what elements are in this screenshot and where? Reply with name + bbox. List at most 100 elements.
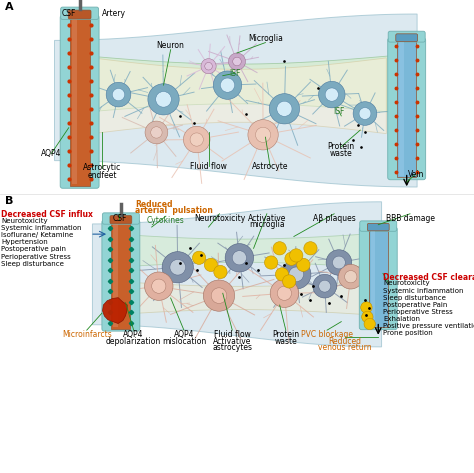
Circle shape bbox=[152, 279, 166, 293]
Circle shape bbox=[190, 133, 203, 146]
Polygon shape bbox=[83, 56, 393, 113]
Text: waste: waste bbox=[274, 337, 297, 346]
FancyBboxPatch shape bbox=[367, 223, 389, 231]
Text: Vein: Vein bbox=[408, 169, 424, 179]
Text: Prone position: Prone position bbox=[383, 330, 433, 336]
Text: Postoperative Pain: Postoperative Pain bbox=[383, 302, 447, 308]
Text: ISF: ISF bbox=[229, 69, 240, 78]
Text: Microinfarcts: Microinfarcts bbox=[62, 330, 111, 339]
Bar bbox=[111, 222, 130, 329]
Circle shape bbox=[183, 126, 210, 153]
Text: Isoflurane/ Ketamine: Isoflurane/ Ketamine bbox=[1, 232, 73, 238]
Text: Perioperative Stress: Perioperative Stress bbox=[1, 254, 71, 260]
Text: Microglia: Microglia bbox=[248, 34, 283, 43]
Text: Protein: Protein bbox=[272, 330, 300, 339]
Text: arterial  pulsation: arterial pulsation bbox=[135, 206, 213, 215]
Circle shape bbox=[325, 88, 338, 101]
Circle shape bbox=[277, 286, 292, 300]
Circle shape bbox=[155, 91, 172, 107]
Circle shape bbox=[112, 88, 125, 101]
Text: venous return: venous return bbox=[318, 343, 372, 352]
Bar bbox=[113, 224, 118, 327]
FancyBboxPatch shape bbox=[102, 220, 140, 331]
Circle shape bbox=[283, 275, 296, 288]
Text: AQP4: AQP4 bbox=[173, 330, 194, 339]
Circle shape bbox=[205, 62, 212, 70]
Text: Sleep disturbance: Sleep disturbance bbox=[1, 261, 64, 267]
Circle shape bbox=[225, 244, 254, 272]
Text: Fluid flow: Fluid flow bbox=[214, 330, 251, 339]
Circle shape bbox=[273, 242, 286, 255]
Circle shape bbox=[345, 271, 357, 283]
Text: mislocation: mislocation bbox=[162, 337, 206, 346]
FancyBboxPatch shape bbox=[396, 34, 418, 42]
Circle shape bbox=[211, 288, 227, 304]
Text: Protein: Protein bbox=[328, 142, 355, 151]
Polygon shape bbox=[116, 234, 365, 267]
Text: Neurotoxicity: Neurotoxicity bbox=[383, 280, 429, 287]
Circle shape bbox=[362, 311, 373, 323]
Text: Astrocyte: Astrocyte bbox=[252, 162, 289, 171]
Text: Artery: Artery bbox=[102, 9, 126, 18]
Circle shape bbox=[232, 251, 246, 265]
Bar bbox=[72, 19, 77, 184]
Text: BBB damage: BBB damage bbox=[385, 214, 435, 223]
Text: Astrocytic: Astrocytic bbox=[83, 163, 121, 173]
Circle shape bbox=[304, 242, 317, 255]
Circle shape bbox=[204, 258, 218, 272]
Circle shape bbox=[213, 71, 242, 99]
Circle shape bbox=[297, 258, 310, 272]
Text: Neuron: Neuron bbox=[157, 41, 184, 50]
Polygon shape bbox=[116, 281, 365, 315]
Bar bbox=[369, 229, 388, 327]
Circle shape bbox=[192, 251, 206, 264]
Circle shape bbox=[326, 250, 352, 275]
Circle shape bbox=[364, 318, 375, 330]
Text: Hypertension: Hypertension bbox=[1, 239, 48, 245]
Text: Cytokines: Cytokines bbox=[147, 216, 185, 225]
Text: Systemic inflammation: Systemic inflammation bbox=[383, 288, 464, 294]
Text: Aβ plaques: Aβ plaques bbox=[313, 214, 356, 223]
Text: Fluid flow: Fluid flow bbox=[190, 162, 227, 171]
Text: waste: waste bbox=[330, 149, 353, 158]
Circle shape bbox=[289, 267, 303, 282]
Circle shape bbox=[248, 120, 278, 150]
Circle shape bbox=[228, 53, 246, 70]
Circle shape bbox=[275, 268, 289, 281]
Circle shape bbox=[162, 252, 193, 283]
Circle shape bbox=[269, 94, 300, 124]
Circle shape bbox=[285, 252, 298, 265]
FancyBboxPatch shape bbox=[388, 38, 426, 180]
Text: Activative: Activative bbox=[213, 337, 251, 346]
Text: Reduced: Reduced bbox=[135, 200, 173, 209]
Bar bbox=[70, 18, 90, 186]
Text: A: A bbox=[5, 2, 13, 12]
Circle shape bbox=[359, 107, 371, 120]
FancyBboxPatch shape bbox=[102, 213, 139, 224]
Circle shape bbox=[313, 274, 337, 298]
Text: depolarization: depolarization bbox=[106, 337, 161, 346]
Bar bbox=[399, 42, 404, 176]
Circle shape bbox=[145, 272, 173, 300]
Circle shape bbox=[214, 265, 227, 279]
Text: AQP4: AQP4 bbox=[41, 149, 62, 158]
Bar bbox=[397, 40, 416, 177]
FancyBboxPatch shape bbox=[360, 221, 397, 231]
Circle shape bbox=[148, 84, 179, 115]
FancyBboxPatch shape bbox=[61, 7, 99, 19]
Circle shape bbox=[290, 249, 303, 262]
Text: microglia: microglia bbox=[249, 220, 285, 229]
Text: Systemic inflammation: Systemic inflammation bbox=[1, 225, 82, 231]
FancyBboxPatch shape bbox=[110, 216, 132, 224]
Circle shape bbox=[332, 256, 345, 269]
Polygon shape bbox=[92, 58, 386, 133]
Circle shape bbox=[255, 127, 271, 142]
FancyBboxPatch shape bbox=[60, 15, 99, 188]
FancyBboxPatch shape bbox=[68, 10, 91, 19]
Circle shape bbox=[270, 279, 299, 307]
Text: Postoperative pain: Postoperative pain bbox=[1, 246, 66, 253]
FancyBboxPatch shape bbox=[388, 31, 425, 42]
Text: Decreased CSF influx: Decreased CSF influx bbox=[1, 210, 93, 219]
Circle shape bbox=[277, 101, 292, 116]
Circle shape bbox=[145, 121, 168, 144]
